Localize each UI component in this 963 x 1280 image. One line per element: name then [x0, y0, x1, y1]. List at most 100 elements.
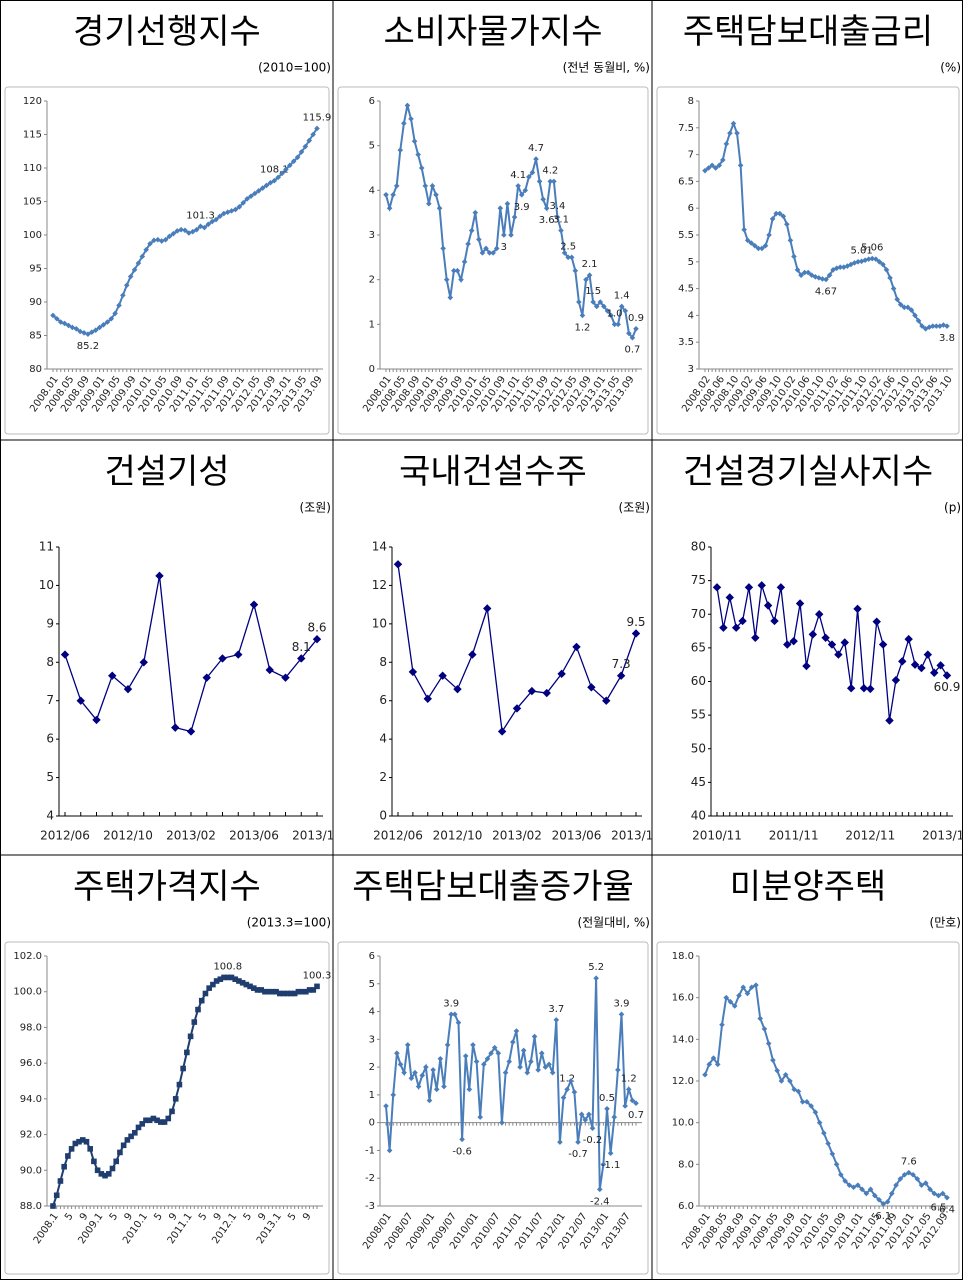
data-point [536, 178, 543, 185]
y-tick-label: 11 [39, 540, 54, 554]
data-point [472, 209, 479, 216]
data-point [727, 999, 734, 1005]
data-label: 3.9 [614, 998, 630, 1009]
data-point [83, 1138, 90, 1145]
data-point [709, 162, 715, 169]
y-tick-label: 8.0 [678, 1159, 694, 1170]
data-point [535, 1067, 541, 1073]
data-point [65, 1153, 71, 1159]
data-label: 3.4 [549, 201, 565, 212]
data-point [527, 686, 537, 696]
data-point [113, 1158, 120, 1165]
data-point [419, 1072, 426, 1079]
y-tick-label: 96.0 [20, 1058, 42, 1069]
data-point [791, 1086, 797, 1093]
y-tick-label: 0 [379, 809, 387, 823]
data-point [816, 275, 822, 281]
y-tick-label: 3 [688, 364, 694, 375]
data-point [904, 634, 913, 644]
data-point [805, 269, 812, 276]
data-point [128, 1133, 134, 1140]
data-point [139, 1121, 146, 1127]
y-tick-label: 45 [691, 775, 706, 789]
data-point [468, 650, 477, 659]
data-label: -1.1 [601, 1160, 621, 1171]
data-point [935, 1192, 942, 1199]
y-tick-label: 7 [688, 150, 694, 161]
y-tick-label: 90.0 [20, 1165, 42, 1176]
data-point [418, 165, 425, 171]
y-tick-label: 9 [46, 616, 54, 630]
data-point [310, 987, 317, 993]
y-tick-label: 2 [369, 275, 375, 286]
data-point [840, 264, 847, 270]
data-point [271, 177, 278, 184]
data-point [279, 170, 285, 177]
data-point [748, 240, 755, 246]
data-point [565, 254, 571, 261]
data-point [587, 683, 596, 692]
data-line [52, 976, 318, 1207]
x-tick-label: 5 [108, 1211, 121, 1223]
data-point [872, 1192, 878, 1199]
data-point [571, 1089, 578, 1095]
data-point [508, 232, 514, 238]
y-tick-label: 80 [29, 364, 42, 375]
data-point [459, 1136, 465, 1143]
data-point [782, 1071, 789, 1078]
data-point [306, 137, 313, 144]
data-point [252, 190, 258, 197]
data-point [411, 138, 418, 144]
data-point [869, 255, 876, 262]
data-point [438, 671, 447, 680]
data-point [273, 988, 279, 995]
data-point [776, 583, 786, 592]
data-point [773, 210, 779, 217]
data-point [593, 303, 600, 310]
data-point [172, 1096, 179, 1102]
x-tick-label: 2013/10 [292, 829, 342, 843]
data-point [602, 696, 611, 705]
data-point [255, 187, 262, 194]
y-tick-label: 92.0 [20, 1130, 42, 1141]
y-tick-label: 4 [46, 809, 54, 823]
data-point [466, 1086, 473, 1093]
data-point [155, 571, 164, 581]
data-point [135, 1124, 142, 1131]
y-tick-label: 5.5 [678, 230, 694, 241]
data-point [802, 661, 811, 671]
data-point [468, 227, 475, 234]
data-point [905, 1169, 912, 1176]
data-point [741, 226, 747, 233]
data-label: 60.9 [934, 680, 961, 694]
data-point [830, 267, 836, 273]
data-point [151, 237, 157, 244]
data-point [582, 1117, 589, 1123]
y-tick-label: 4 [379, 732, 387, 746]
data-point [529, 169, 536, 176]
data-point [497, 727, 507, 736]
x-tick-label: 2012/06 [40, 829, 90, 843]
data-point [390, 192, 396, 198]
data-label: 1.5 [585, 286, 601, 297]
data-point [486, 250, 493, 256]
data-point [518, 192, 525, 198]
panel-unit: (2013.3=100) [247, 916, 331, 930]
data-point [491, 1044, 498, 1051]
data-point [447, 294, 454, 301]
data-point [821, 1130, 827, 1136]
data-point [57, 1178, 64, 1184]
data-point [213, 978, 220, 984]
data-point [859, 1186, 865, 1193]
data-label: 0.9 [628, 313, 644, 324]
data-point [878, 640, 888, 649]
y-tick-label: 4 [688, 310, 694, 321]
data-point [872, 617, 881, 626]
data-point [526, 174, 532, 180]
data-point [607, 1150, 614, 1157]
data-point [112, 310, 118, 317]
data-point [554, 214, 561, 220]
data-point [481, 1061, 487, 1068]
data-point [578, 1111, 585, 1118]
data-point [76, 1138, 82, 1145]
